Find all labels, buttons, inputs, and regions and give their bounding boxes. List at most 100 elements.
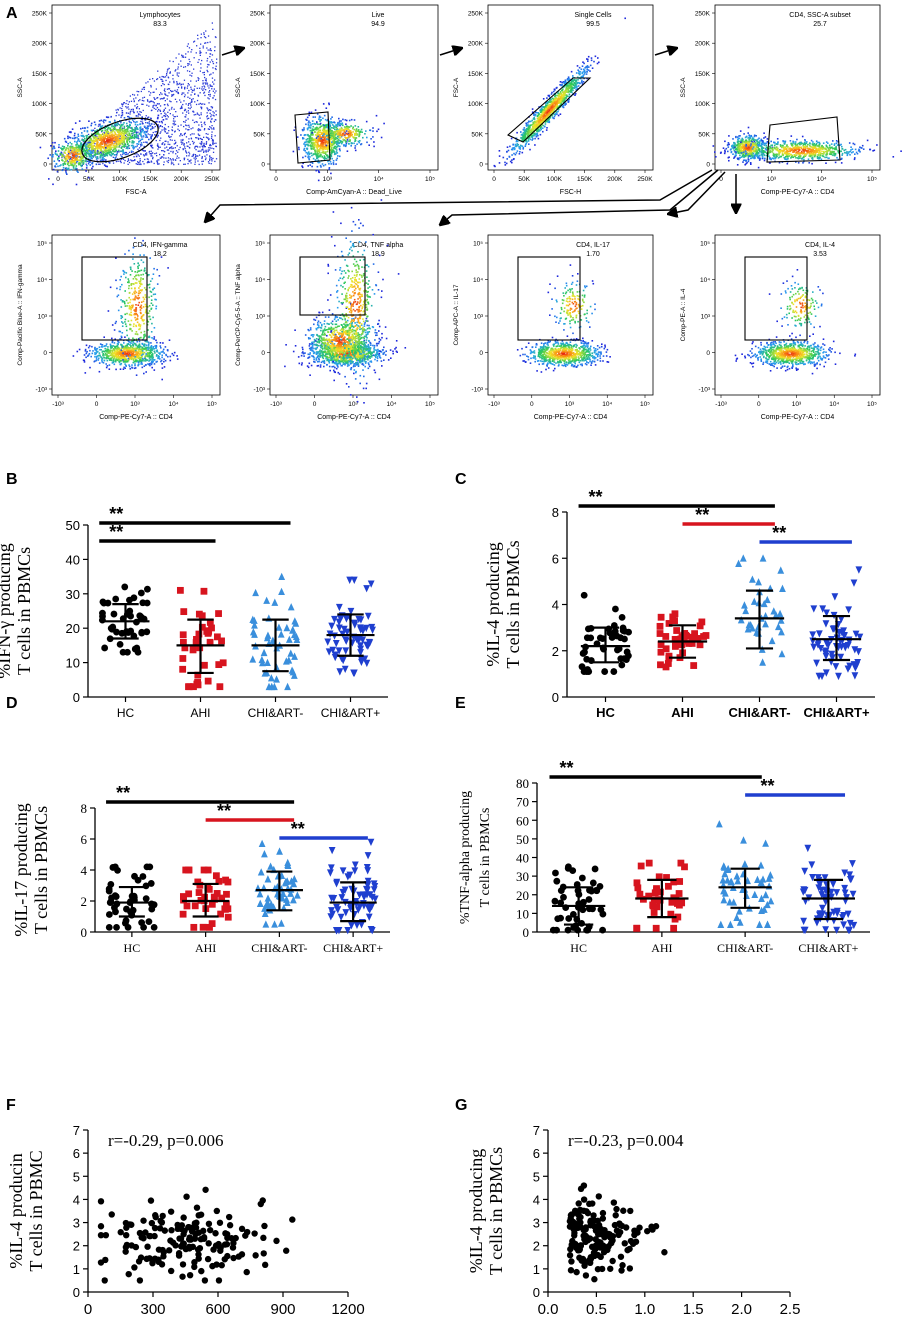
flow-event	[198, 87, 201, 89]
flow-event	[90, 124, 92, 127]
flow-event	[531, 119, 533, 122]
flow-event	[316, 157, 319, 159]
flow-event	[131, 126, 133, 129]
flow-event	[570, 70, 573, 73]
flow-event	[121, 139, 124, 142]
flow-event	[332, 162, 335, 164]
flow-event	[349, 140, 351, 142]
flow-event	[69, 162, 72, 165]
flow-event	[194, 154, 197, 156]
flow-event	[120, 136, 123, 139]
flow-event	[100, 138, 103, 140]
flow-event	[312, 138, 314, 141]
flow-event	[74, 167, 77, 170]
flow-event	[570, 82, 572, 85]
flow-event	[50, 145, 52, 147]
flow-event	[108, 162, 111, 164]
flow-event	[183, 96, 186, 98]
flow-event	[129, 137, 132, 139]
flow-event	[66, 154, 69, 156]
flow-event	[365, 120, 368, 123]
flow-event	[330, 143, 332, 146]
flow-event	[138, 155, 140, 157]
flow-event	[164, 88, 166, 90]
flow-event	[140, 118, 143, 120]
flow-event	[533, 114, 535, 116]
flow-event	[176, 157, 178, 159]
x-tick-label: 10³	[323, 176, 333, 183]
flow-event	[552, 106, 554, 109]
flow-event	[317, 148, 319, 151]
flow-event	[349, 133, 351, 136]
flow-event	[92, 149, 95, 152]
flow-event	[190, 51, 192, 53]
flow-event	[71, 128, 74, 130]
flow-event	[141, 99, 143, 102]
flow-event	[94, 140, 97, 142]
flow-event	[319, 134, 321, 136]
flow-event	[148, 151, 150, 153]
flow-event	[70, 158, 72, 160]
flow-event	[184, 88, 186, 90]
flow-event	[302, 162, 304, 165]
flow-event	[174, 120, 176, 122]
flow-event	[209, 126, 211, 128]
flow-event	[171, 129, 174, 132]
flow-event	[135, 163, 137, 165]
flow-event	[175, 69, 177, 71]
flow-event	[187, 145, 189, 147]
flow-event	[180, 65, 182, 67]
flow-event	[140, 111, 142, 113]
flow-event	[212, 61, 214, 63]
flow-event	[551, 115, 554, 117]
flow-event	[174, 131, 176, 133]
flow-event	[552, 117, 554, 119]
flow-event	[505, 162, 508, 165]
flow-event	[192, 110, 194, 113]
flow-event	[324, 157, 327, 160]
flow-event	[318, 149, 321, 152]
flow-event	[534, 144, 536, 146]
flow-event	[119, 160, 122, 162]
flow-event	[321, 143, 323, 145]
flow-event	[109, 147, 111, 149]
flow-event	[539, 111, 542, 114]
flow-event	[111, 141, 113, 143]
flow-event	[310, 124, 312, 127]
flow-event	[542, 98, 545, 100]
flow-event	[214, 98, 217, 101]
flow-event	[537, 112, 540, 114]
flow-event	[327, 138, 330, 141]
flow-event	[71, 145, 74, 148]
flow-event	[95, 144, 98, 147]
flow-event	[115, 149, 117, 152]
flow-event	[573, 82, 576, 85]
flow-event	[78, 159, 81, 161]
flow-event	[61, 155, 64, 158]
flow-event	[318, 139, 320, 142]
flow-event	[130, 127, 132, 129]
flow-event	[194, 93, 196, 95]
flow-event	[140, 134, 142, 136]
flow-event	[81, 144, 83, 146]
flow-event	[583, 62, 585, 65]
flow-event	[330, 148, 333, 151]
flow-event	[191, 72, 193, 74]
flow-event	[178, 129, 180, 132]
flow-event	[329, 128, 331, 130]
flow-event	[569, 89, 572, 92]
flow-event	[78, 149, 81, 152]
flow-event	[88, 139, 91, 142]
flow-event	[354, 145, 357, 147]
flow-event	[177, 163, 180, 165]
flow-event	[360, 128, 363, 131]
flow-event	[319, 148, 321, 151]
flow-event	[312, 116, 315, 118]
flow-event	[552, 107, 554, 110]
flow-event	[124, 129, 127, 131]
flow-event	[82, 147, 84, 149]
flow-event	[145, 127, 147, 130]
flow-event	[117, 137, 119, 140]
x-tick-label: 10⁵	[867, 176, 877, 183]
flow-event	[207, 49, 209, 51]
